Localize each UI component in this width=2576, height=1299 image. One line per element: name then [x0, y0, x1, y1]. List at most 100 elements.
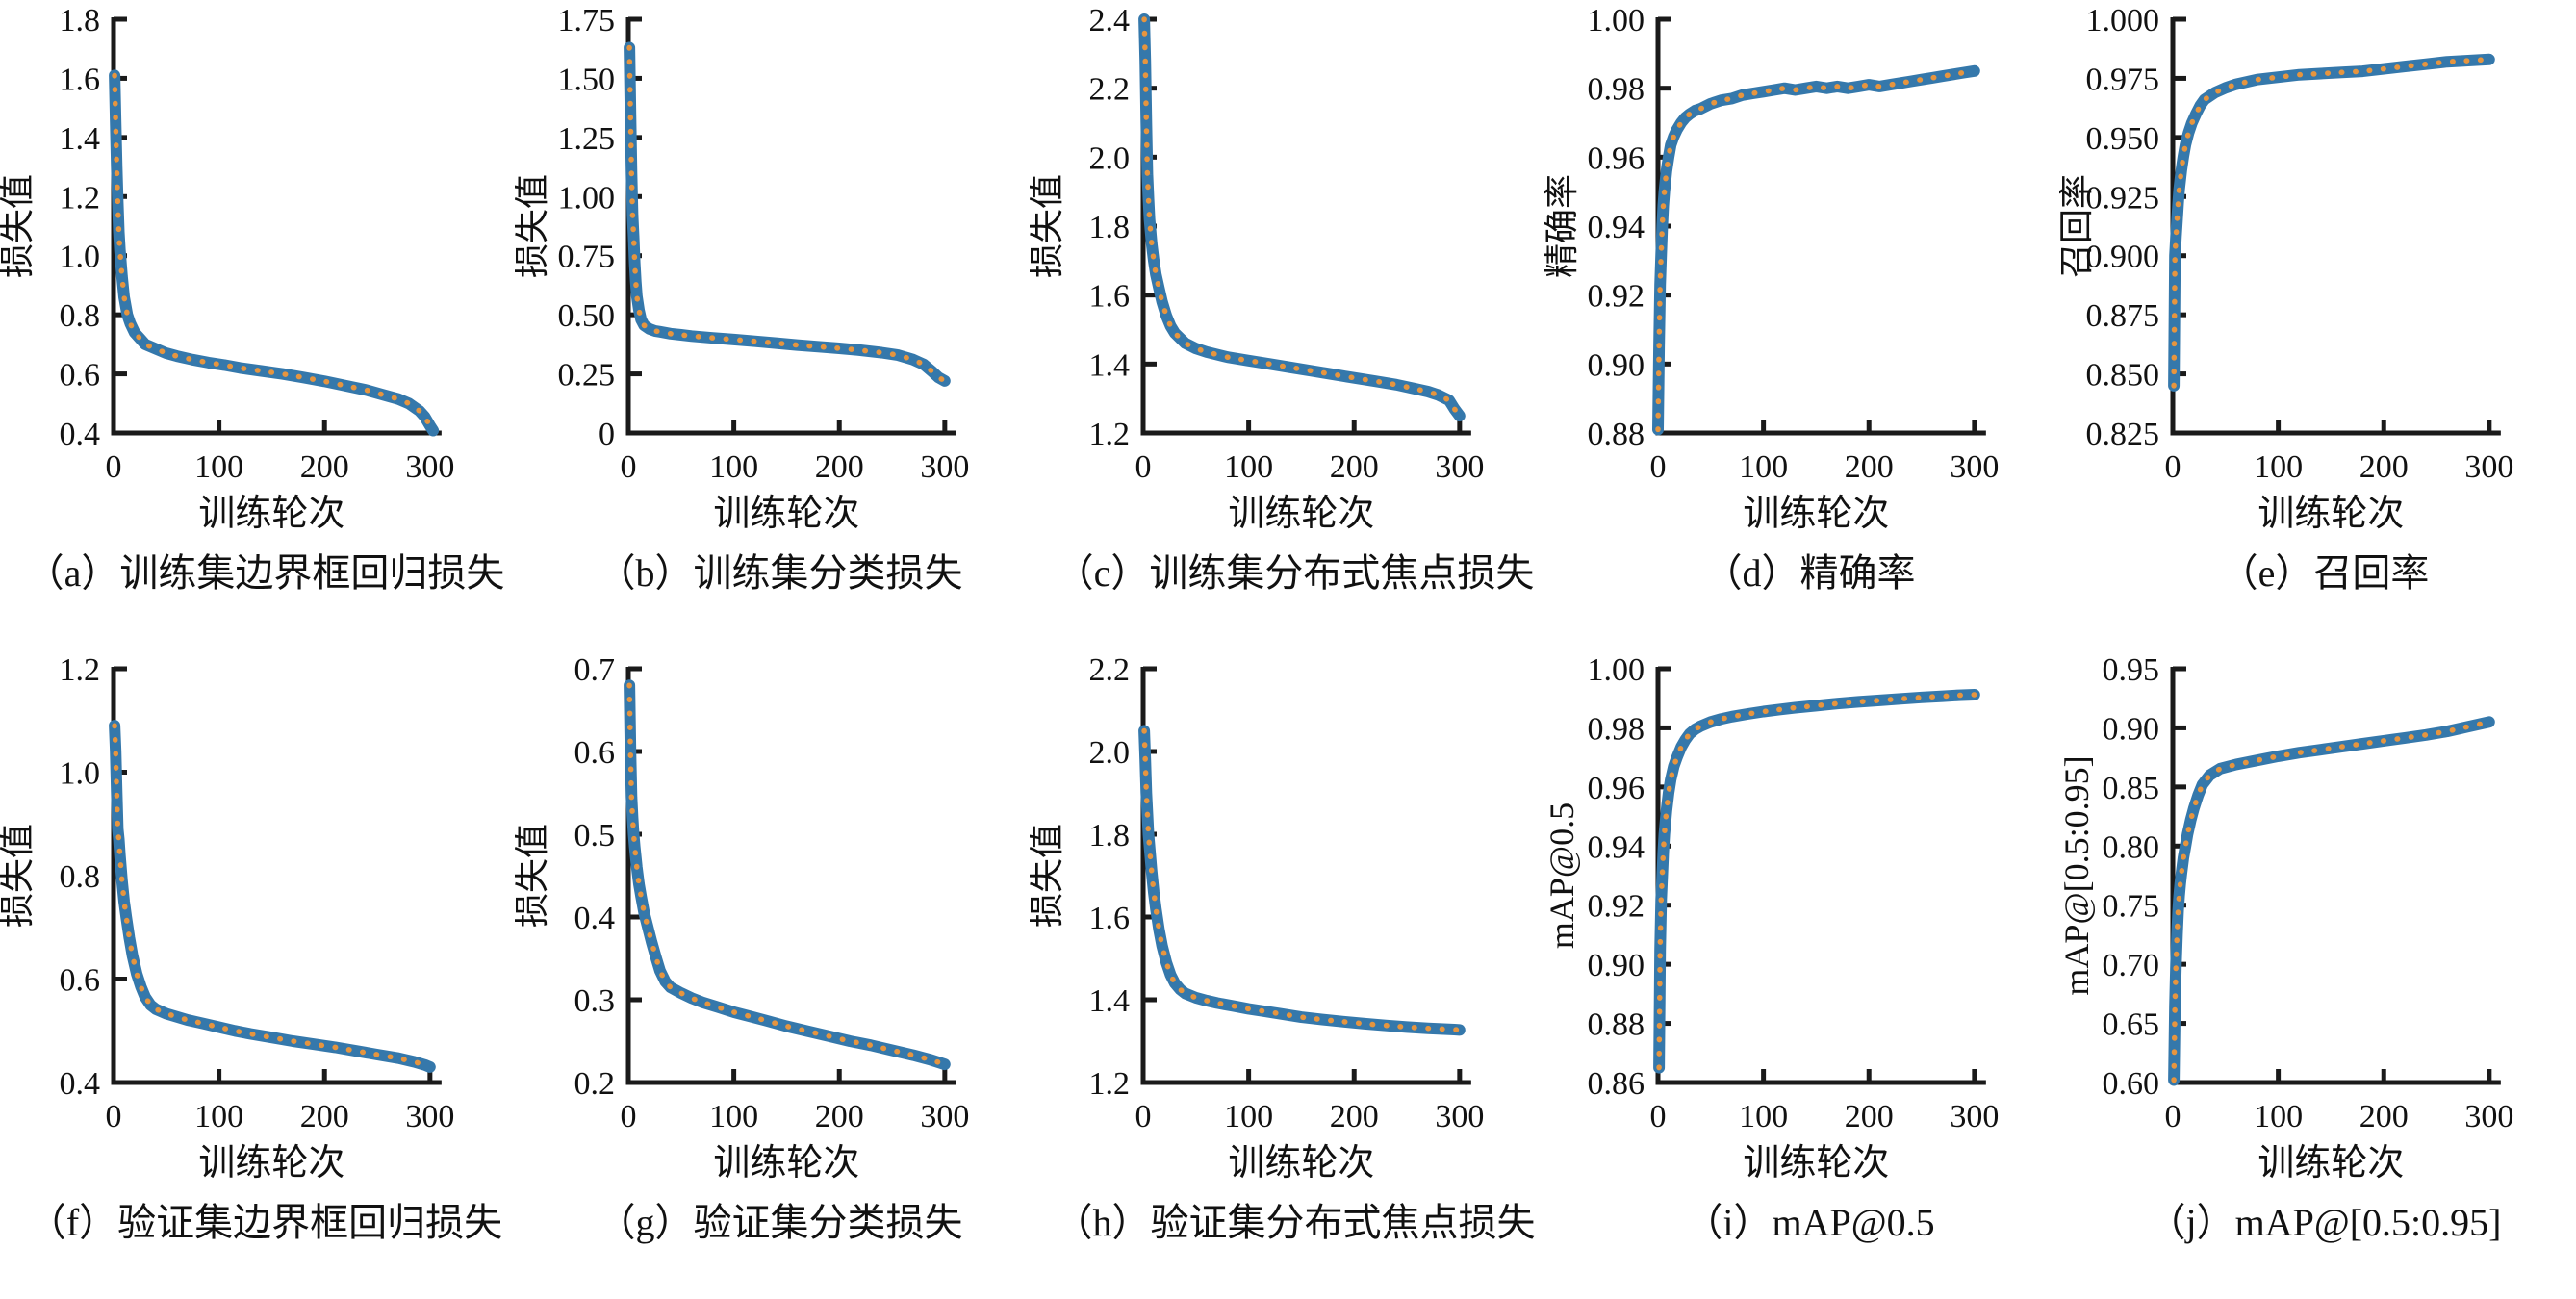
y-tick-label: 1.25 — [558, 121, 616, 157]
y-tick-label: 0.98 — [1588, 72, 1645, 108]
y-tick-label: 0.96 — [1588, 140, 1645, 176]
metric-curve — [1653, 689, 1980, 1074]
x-tick-label: 300 — [405, 1099, 454, 1134]
y-tick-label: 1.8 — [1089, 210, 1131, 245]
x-axis-label: 训练轮次 — [2257, 1143, 2404, 1184]
subplot-j: 0.60 0.65 0.70 0.75 0.80 0.85 0.90 0.95 0 100 200 3… — [2059, 650, 2574, 1299]
subplot-j-chart: 0.60 0.65 0.70 0.75 0.80 0.85 0.90 0.95 0 100 200 3… — [2059, 652, 2513, 1184]
subplot-b-caption: （b）训练集分类损失 — [597, 551, 963, 595]
y-axis-label: 损失值 — [515, 824, 551, 928]
x-tick-label: 300 — [405, 449, 454, 485]
x-tick-label: 300 — [1435, 449, 1484, 485]
y-tick-label: 1.2 — [1089, 1066, 1131, 1102]
y-tick-label: 1.6 — [60, 62, 101, 97]
y-tick-label: 0.8 — [60, 298, 101, 334]
x-tick-label: 200 — [1845, 1099, 1894, 1134]
y-tick-label: 0.90 — [1588, 347, 1645, 383]
y-tick-label: 1.2 — [60, 180, 101, 216]
subplot-h: 1.2 1.4 1.6 1.8 2.0 2.2 0 100 200 300 训练轮次 损失值 （h）验… — [1030, 650, 1544, 1299]
y-tick-label: 1.2 — [60, 652, 101, 688]
x-tick-label: 300 — [920, 1099, 969, 1134]
y-tick-label: 0.98 — [1588, 711, 1645, 747]
y-tick-label: 0.875 — [2086, 298, 2160, 334]
x-tick-label: 100 — [194, 449, 243, 485]
x-axis-label: 训练轮次 — [1743, 1143, 1889, 1184]
y-tick-label: 0.850 — [2086, 358, 2160, 394]
y-axis-label: 损失值 — [1030, 824, 1066, 928]
y-tick-label: 0.96 — [1588, 771, 1645, 806]
y-tick-label: 2.2 — [1089, 72, 1131, 108]
subplot-h-chart: 1.2 1.4 1.6 1.8 2.0 2.2 0 100 200 300 训练轮次 损失值 — [1030, 652, 1484, 1184]
y-axis-label: 损失值 — [0, 174, 37, 278]
metric-curve — [2168, 716, 2495, 1086]
y-tick-label: 1.00 — [1588, 3, 1645, 38]
y-tick-label: 0.94 — [1588, 829, 1645, 865]
x-tick-label: 300 — [2464, 449, 2513, 485]
y-tick-label: 0.900 — [2086, 240, 2160, 275]
subplot-i-chart: 0.86 0.88 0.90 0.92 0.94 0.96 0.98 1.00 0 100 200 3… — [1544, 652, 1999, 1184]
y-tick-label: 0.950 — [2086, 121, 2160, 157]
subplot-a-chart: 0.4 0.6 0.8 1.0 1.2 1.4 1.6 1.8 0 100 200 300 训练轮次 损失… — [0, 3, 454, 534]
subplot-d-chart: 0.88 0.90 0.92 0.94 0.96 0.98 1.00 0 100 200 300 训练… — [1544, 3, 1999, 534]
y-axis-label: mAP@0.5 — [1544, 802, 1581, 949]
y-tick-label: 2.0 — [1089, 735, 1131, 771]
y-tick-label: 0 — [599, 417, 615, 452]
y-tick-label: 0.88 — [1588, 417, 1645, 452]
x-axis-label: 训练轮次 — [1228, 1143, 1374, 1184]
y-tick-label: 0.25 — [558, 358, 616, 394]
x-tick-label: 0 — [621, 1099, 637, 1134]
y-tick-label: 1.6 — [1089, 279, 1131, 315]
y-tick-label: 0.90 — [2103, 711, 2160, 747]
metric-curve-dash-overlay — [1655, 68, 1977, 433]
x-tick-label: 300 — [1435, 1099, 1484, 1134]
y-tick-label: 0.6 — [574, 735, 616, 771]
subplot-c: 1.2 1.4 1.6 1.8 2.0 2.2 2.4 0 100 200 300 训练轮次 损失值 （… — [1030, 0, 1544, 650]
metric-curve — [1652, 64, 1980, 436]
x-tick-label: 100 — [2254, 449, 2303, 485]
metric-curve-dash-overlay — [2171, 719, 2492, 1083]
subplot-i: 0.86 0.88 0.90 0.92 0.94 0.96 0.98 1.00 0 100 200 3… — [1544, 650, 2059, 1299]
subplot-i-caption: （i）mAP@0.5 — [1684, 1201, 1935, 1244]
subplot-c-chart: 1.2 1.4 1.6 1.8 2.0 2.2 2.4 0 100 200 300 训练轮次 损失值 — [1030, 3, 1484, 534]
y-tick-label: 1.2 — [1089, 417, 1131, 452]
x-axis-label: 训练轮次 — [713, 1143, 859, 1184]
x-tick-label: 200 — [2359, 1099, 2409, 1134]
metric-curve — [624, 41, 951, 387]
subplot-f: 0.4 0.6 0.8 1.0 1.2 0 100 200 300 训练轮次 损失值 （f）验证集边… — [0, 650, 515, 1299]
metric-curve-dash-overlay — [1141, 727, 1463, 1033]
subplot-f-caption: （f）验证集边界框回归损失 — [27, 1201, 503, 1244]
metric-curve — [1138, 13, 1466, 422]
y-axis-label: 损失值 — [1030, 174, 1066, 278]
y-tick-label: 1.75 — [558, 3, 616, 38]
y-tick-label: 0.4 — [60, 417, 101, 452]
subplot-d: 0.88 0.90 0.92 0.94 0.96 0.98 1.00 0 100 200 300 训练… — [1544, 0, 2059, 650]
y-tick-label: 0.86 — [1588, 1066, 1645, 1102]
subplot-g-chart: 0.2 0.3 0.4 0.5 0.6 0.7 0 100 200 300 训练轮次 损失值 — [515, 652, 969, 1184]
y-tick-label: 0.94 — [1588, 210, 1645, 245]
y-tick-label: 0.825 — [2086, 417, 2160, 452]
y-tick-label: 0.5 — [574, 818, 616, 853]
x-axis-label: 训练轮次 — [1743, 494, 1889, 534]
x-tick-label: 0 — [2165, 1099, 2181, 1134]
metric-curve-dash-overlay — [626, 44, 948, 384]
metric-curve — [1138, 725, 1466, 1036]
subplot-b: 0 0.25 0.50 0.75 1.00 1.25 1.50 1.75 0 100 200 300 训… — [515, 0, 1030, 650]
x-tick-label: 0 — [106, 1099, 122, 1134]
y-tick-label: 0.65 — [2103, 1007, 2160, 1043]
x-tick-label: 100 — [709, 1099, 758, 1134]
x-tick-label: 300 — [1950, 449, 1999, 485]
y-tick-label: 0.60 — [2103, 1066, 2160, 1102]
subplot-a: 0.4 0.6 0.8 1.0 1.2 1.4 1.6 1.8 0 100 200 300 训练轮次 损失… — [0, 0, 515, 650]
x-tick-label: 200 — [1330, 1099, 1379, 1134]
y-tick-label: 1.8 — [60, 3, 101, 38]
y-tick-label: 2.2 — [1089, 652, 1131, 688]
y-axis-label: mAP@[0.5:0.95] — [2059, 755, 2096, 995]
y-tick-label: 0.975 — [2086, 62, 2160, 97]
subplot-e-chart: 0.825 0.850 0.875 0.900 0.925 0.950 0.975 1.000… — [2059, 3, 2513, 534]
x-tick-label: 100 — [1739, 449, 1788, 485]
y-tick-label: 1.8 — [1089, 818, 1131, 853]
x-tick-label: 200 — [815, 1099, 864, 1134]
y-tick-label: 1.000 — [2086, 3, 2160, 38]
subplot-e-caption: （e）召回率 — [2219, 551, 2430, 595]
